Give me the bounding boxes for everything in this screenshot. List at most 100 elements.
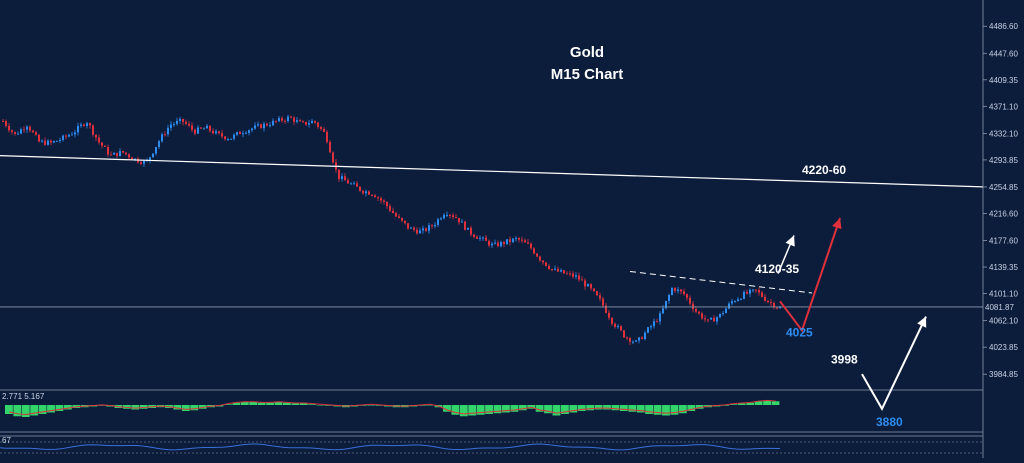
candle-body <box>617 326 619 328</box>
candle-body <box>245 132 247 134</box>
candle-body <box>80 124 82 126</box>
macd-bar <box>274 402 283 405</box>
macd-bar <box>367 405 376 406</box>
candle-body <box>419 230 421 234</box>
candle-body <box>695 309 697 312</box>
macd-bar <box>443 405 451 412</box>
candle-body <box>77 125 79 133</box>
candle-body <box>278 118 280 122</box>
price-tick-label: 4101.10 <box>989 290 1018 299</box>
candle-body <box>161 134 163 142</box>
candle-body <box>482 237 484 239</box>
chart-title: Gold <box>570 44 604 61</box>
candle-body <box>239 132 241 135</box>
annotation-label: 4120-35 <box>755 262 799 276</box>
candle-body <box>170 124 172 128</box>
candle-body <box>266 123 268 126</box>
candle-body <box>65 135 67 137</box>
candle-body <box>602 298 604 306</box>
candle-body <box>614 323 616 327</box>
macd-bar <box>38 405 47 414</box>
candle-body <box>671 288 673 295</box>
price-tick-label: 4062.10 <box>989 317 1018 326</box>
candle-body <box>290 116 292 118</box>
macd-bar <box>459 405 468 417</box>
candle-body <box>455 217 457 219</box>
candle-body <box>41 140 43 142</box>
candle-body <box>491 243 493 246</box>
red-scenario-arrow <box>779 217 841 333</box>
candle-body <box>125 152 127 155</box>
candle-body <box>98 137 100 143</box>
candle-body <box>416 229 418 234</box>
candle-body <box>5 121 7 126</box>
price-tick-label: 4409.35 <box>989 76 1018 85</box>
candle-body <box>560 270 562 272</box>
price-tick-label: 4177.60 <box>989 237 1018 246</box>
annotation-label: 4025 <box>786 325 813 339</box>
candle-body <box>92 125 94 135</box>
candle-body <box>740 298 742 300</box>
price-axis: 4486.60 4447.60 4409.35 4371.10 4332.10 4293.… <box>982 0 1024 458</box>
candle-body <box>380 198 382 201</box>
candle-body <box>101 142 103 146</box>
annotation-label: 3998 <box>831 353 858 367</box>
candle-body <box>83 124 85 126</box>
candle-body <box>680 289 682 292</box>
candle-body <box>719 313 721 318</box>
candle-body <box>200 127 202 129</box>
candle-body <box>557 268 559 272</box>
candle-body <box>11 130 13 132</box>
macd-bar <box>122 405 131 409</box>
macd-bar <box>662 405 670 416</box>
candle-body <box>716 317 718 322</box>
macd-bar <box>645 405 654 414</box>
candle-body <box>263 123 265 129</box>
candle-body <box>329 141 331 153</box>
candle-body <box>197 127 199 134</box>
candle-body <box>71 134 73 136</box>
candle-body <box>179 118 181 121</box>
macd-bar <box>13 405 22 417</box>
candle-body <box>467 227 469 230</box>
candle-body <box>650 326 652 328</box>
macd-bar <box>636 405 645 413</box>
candle-body <box>542 260 544 263</box>
candle-body <box>56 140 58 142</box>
candle-body <box>23 129 25 131</box>
candle-body <box>53 141 55 143</box>
candle-body <box>35 132 37 135</box>
macd-signal-line <box>9 399 776 415</box>
candle-body <box>764 296 766 301</box>
candle-body <box>107 146 109 155</box>
candle-body <box>227 139 229 141</box>
candle-body <box>260 124 262 129</box>
candle-body <box>281 118 283 121</box>
candle-body <box>254 125 256 129</box>
candle-body <box>722 313 724 315</box>
macd-bar <box>299 403 308 405</box>
macd-bar <box>5 405 13 414</box>
candle-body <box>68 134 70 137</box>
macd-bar <box>282 402 291 405</box>
candle-body <box>20 129 22 134</box>
macd-bar <box>746 402 755 405</box>
candle-body <box>269 125 271 127</box>
macd-bar <box>468 405 477 416</box>
candle-body <box>662 308 664 314</box>
candle-body <box>458 217 460 223</box>
candle-body <box>749 289 751 294</box>
candle-body <box>728 303 730 309</box>
candle-body <box>581 279 583 281</box>
candle-body <box>110 154 112 156</box>
candle-body <box>26 126 28 130</box>
candle-body <box>386 201 388 207</box>
candle-body <box>440 218 442 220</box>
candle-body <box>104 145 106 147</box>
candle-body <box>413 227 415 230</box>
candle-body <box>521 239 523 241</box>
candle-body <box>59 139 61 141</box>
candle-body <box>395 213 397 217</box>
candle-body <box>536 253 538 257</box>
macd-bar <box>678 405 687 414</box>
